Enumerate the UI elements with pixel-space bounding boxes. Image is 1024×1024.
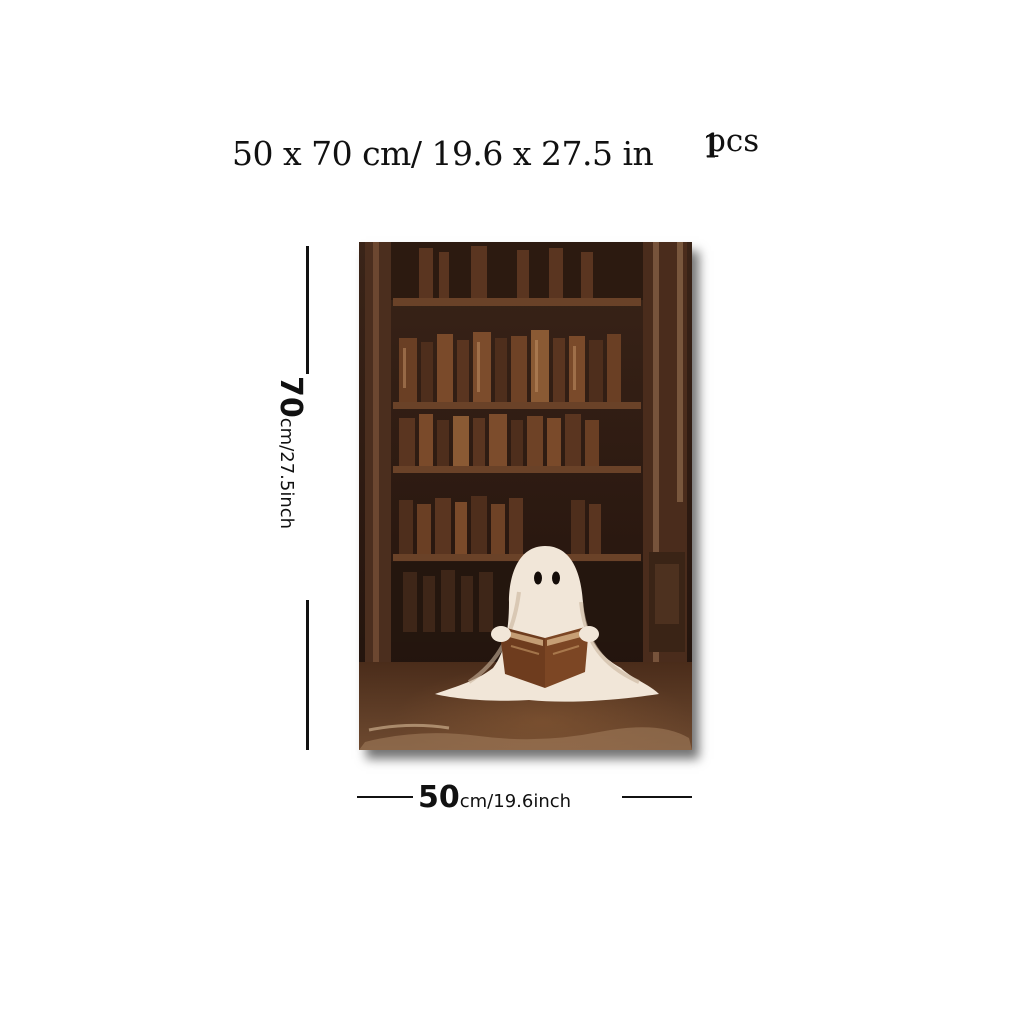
canvas-painting — [359, 242, 692, 750]
quantity-unit: pcs — [706, 123, 760, 159]
width-dimension-line-right — [622, 796, 692, 798]
width-dimension-line-left — [357, 796, 413, 798]
width-value: 50 — [418, 780, 460, 815]
quantity-number: 1 — [702, 126, 723, 165]
height-value: 70 — [273, 376, 308, 418]
size-dimensions-text: 50 x 70 cm/ 19.6 x 27.5 in — [232, 134, 654, 173]
ghost-reading-book-painting — [359, 242, 692, 750]
height-dimension-label: 70cm/27.5inch — [273, 376, 330, 626]
quantity-text: 1 pcs — [702, 123, 760, 165]
width-unit: cm/19.6inch — [459, 791, 572, 812]
height-unit: cm/27.5inch — [276, 417, 297, 530]
height-dimension-line-bottom — [306, 600, 309, 750]
height-dimension-line-top — [306, 246, 309, 374]
width-dimension-label: 50cm/19.6inch — [418, 780, 571, 815]
size-headline: 50 x 70 cm/ 19.6 x 27.5 in 1 pcs — [232, 123, 812, 176]
